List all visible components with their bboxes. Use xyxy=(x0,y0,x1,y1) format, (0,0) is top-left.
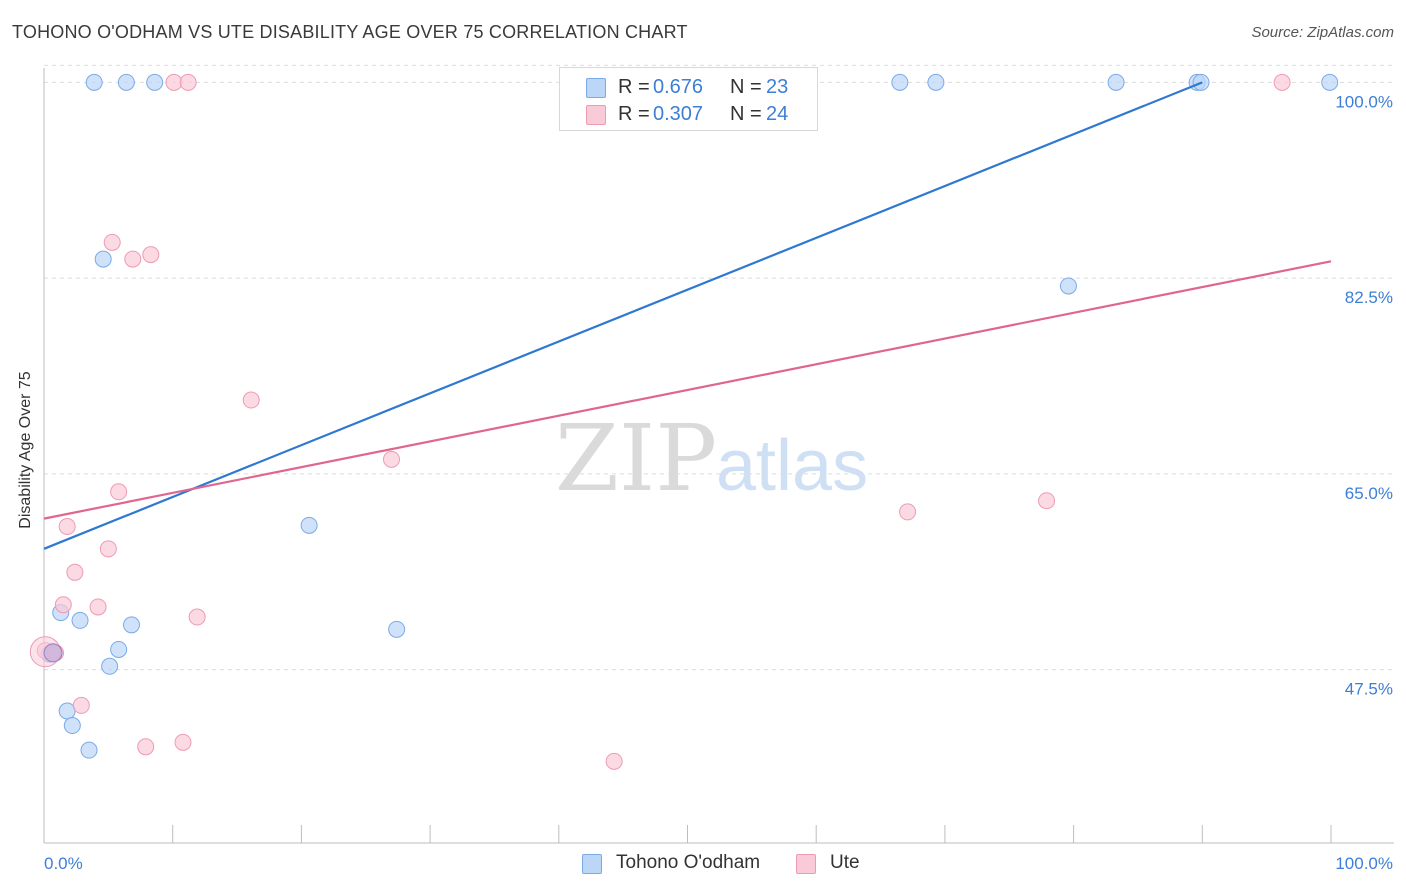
point-ute xyxy=(110,483,128,501)
trend-line-ute xyxy=(43,260,1332,520)
point-ute xyxy=(1273,73,1291,91)
point-ute xyxy=(242,391,260,409)
point-tohono xyxy=(117,73,135,91)
point-ute xyxy=(382,450,400,468)
point-tohono xyxy=(146,73,164,91)
y-tick-label: 82.5% xyxy=(1345,288,1393,307)
legend-r-value: 0.307 xyxy=(653,103,704,125)
y-tick-label: 65.0% xyxy=(1345,484,1393,503)
series-legend-label-ute: Ute xyxy=(830,852,860,873)
point-tohono xyxy=(123,616,141,634)
point-tohono xyxy=(110,640,128,658)
series-legend-swatch-ute xyxy=(796,854,816,874)
point-tohono xyxy=(85,73,103,91)
point-ute xyxy=(66,563,84,581)
series-legend-label-tohono: Tohono O'odham xyxy=(616,852,761,873)
point-tohono xyxy=(63,717,81,735)
x-tick-label: 0.0% xyxy=(44,854,83,873)
legend-row-ute: R = 0.307 N = 24 xyxy=(560,101,817,129)
point-ute xyxy=(179,73,197,91)
point-ute xyxy=(124,250,142,268)
trend-line-tohono xyxy=(43,81,1203,550)
point-tohono xyxy=(300,516,318,534)
point-tohono xyxy=(80,741,98,759)
point-ute xyxy=(142,246,160,264)
y-axis-label-wrap: Disability Age Over 75 xyxy=(8,300,44,600)
y-tick-label: 47.5% xyxy=(1345,680,1393,699)
point-tohono xyxy=(1321,73,1339,91)
series-legend: Tohono O'odham Ute xyxy=(0,851,1406,879)
chart-title: TOHONO O'ODHAM VS UTE DISABILITY AGE OVE… xyxy=(12,22,688,42)
point-ute xyxy=(99,540,117,558)
point-tohono xyxy=(927,73,945,91)
point-tohono xyxy=(101,657,119,675)
point-ute xyxy=(188,608,206,626)
legend-n-value: 24 xyxy=(766,103,789,125)
point-tohono xyxy=(71,611,89,629)
point-tohono xyxy=(1059,277,1077,295)
y-tick-label: 100.0% xyxy=(1335,92,1393,111)
point-ute xyxy=(54,596,72,614)
correlation-legend: R = 0.676 N = 23 R = 0.307 N = 24 xyxy=(559,67,818,131)
point-ute xyxy=(174,733,192,751)
legend-r-label: R = xyxy=(618,103,650,125)
legend-swatch-tohono xyxy=(586,78,606,98)
point-tohono xyxy=(388,620,406,638)
point-ute xyxy=(605,752,623,770)
source-label: Source: ZipAtlas.com xyxy=(1251,24,1394,41)
legend-n-label: N = xyxy=(730,76,762,98)
point-ute xyxy=(165,73,183,91)
legend-swatch-ute xyxy=(586,105,606,125)
point-ute xyxy=(899,503,917,521)
point-ute xyxy=(58,517,76,535)
point-ute xyxy=(103,233,121,251)
x-tick-label: 100.0% xyxy=(1335,854,1393,873)
point-ute xyxy=(72,696,90,714)
legend-row-tohono: R = 0.676 N = 23 xyxy=(560,74,817,102)
legend-r-value: 0.676 xyxy=(653,76,704,98)
y-axis-label: Disability Age Over 75 xyxy=(17,371,34,529)
point-tohono xyxy=(94,250,112,268)
point-cluster-tohono xyxy=(43,643,63,663)
watermark-atlas: atlas xyxy=(716,426,868,506)
point-tohono xyxy=(58,702,76,720)
point-tohono xyxy=(1107,73,1125,91)
watermark-zip: ZIP xyxy=(555,405,717,512)
legend-n-label: N = xyxy=(730,103,762,125)
series-legend-swatch-tohono xyxy=(582,854,602,874)
point-ute xyxy=(137,738,155,756)
point-ute xyxy=(89,598,107,616)
legend-r-label: R = xyxy=(618,76,650,98)
point-ute xyxy=(1038,492,1056,510)
point-tohono xyxy=(891,73,909,91)
legend-n-value: 23 xyxy=(766,76,789,98)
